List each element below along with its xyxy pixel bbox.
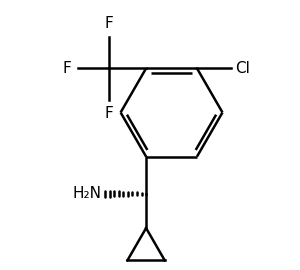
Text: F: F [63,61,72,76]
Text: F: F [104,106,113,121]
Text: Cl: Cl [235,61,250,76]
Text: F: F [104,16,113,31]
Text: H₂N: H₂N [72,186,101,201]
